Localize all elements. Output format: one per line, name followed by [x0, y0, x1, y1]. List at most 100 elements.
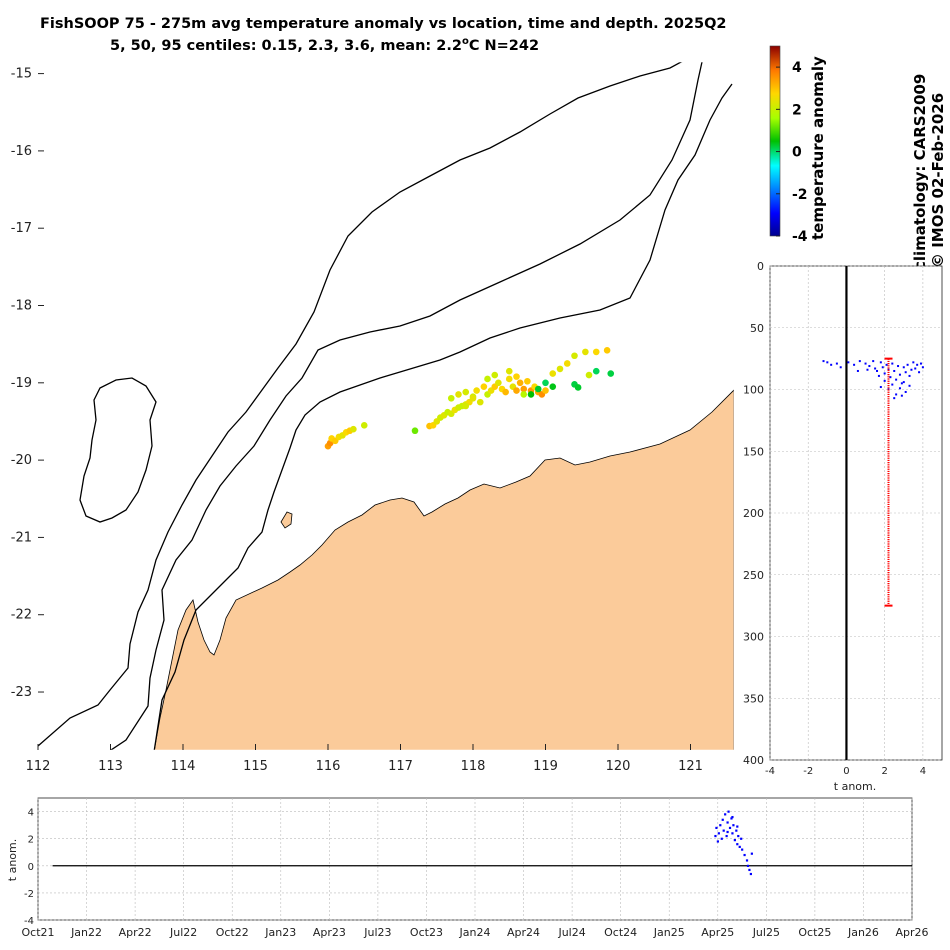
map-xtick-label: 113 — [98, 759, 123, 774]
depth-point — [895, 393, 898, 396]
ts-xtick-label: Jan22 — [70, 926, 102, 939]
title-degree: o — [462, 36, 469, 47]
colorbar-ticks: 4 2 0 -2 -4 — [776, 60, 808, 245]
depth-point — [910, 368, 913, 371]
ts-xtick-label: Oct22 — [216, 926, 249, 939]
ts-xtick-label: Jul22 — [169, 926, 197, 939]
map-point — [484, 375, 491, 383]
map-x-ticks: 112 113 114 115 116 117 118 119 120 121 — [26, 744, 703, 774]
chart-title-line2: 5, 50, 95 centiles: 0.15, 2.3, 3.6, mean… — [110, 36, 539, 54]
ts-point — [731, 832, 734, 835]
map-point — [455, 391, 462, 398]
map-point — [556, 365, 564, 373]
title-suffix: C N=242 — [469, 38, 539, 54]
depth-ytick-label: 350 — [743, 692, 764, 705]
ts-xtick-label: Apr23 — [313, 926, 346, 939]
map-point — [473, 387, 480, 394]
time-series-axes: Oct21 Jan22 Apr22 Jul22 Oct22 Jan23 Apr23 Jul23… — [6, 797, 929, 939]
depth-point — [872, 360, 875, 363]
map-ytick-label: -19 — [11, 376, 32, 391]
depth-ytick-label: 150 — [743, 445, 764, 458]
depth-ytick-label: 0 — [757, 260, 764, 273]
map-ytick-label: -17 — [11, 221, 32, 236]
ts-xtick-label: Jan24 — [459, 926, 491, 939]
ts-point — [743, 853, 746, 857]
depth-ytick-label: 400 — [743, 754, 764, 767]
map-point — [411, 427, 419, 435]
depth-point — [904, 371, 907, 374]
depth-point — [868, 365, 871, 368]
map-point — [469, 394, 477, 402]
ts-point — [724, 813, 727, 816]
depth-point — [877, 374, 880, 377]
depth-point — [847, 361, 850, 364]
ts-point — [749, 872, 752, 876]
map-point — [491, 371, 499, 379]
depth-point — [858, 360, 861, 363]
ts-point — [722, 829, 725, 832]
map-point — [563, 360, 571, 367]
ts-point — [735, 829, 738, 832]
ts-point — [745, 859, 749, 862]
ts-xtick-label: Oct25 — [798, 926, 831, 939]
depth-point — [866, 368, 869, 371]
map-point — [592, 367, 600, 375]
ts-xtick-label: Jul25 — [752, 926, 780, 939]
ts-marks — [52, 810, 912, 876]
ts-point — [721, 818, 724, 821]
ts-xtick-label: Oct24 — [604, 926, 637, 939]
depth-point — [889, 376, 892, 379]
map-point — [360, 422, 368, 429]
depth-point — [902, 381, 905, 384]
ts-point — [733, 839, 736, 842]
map-point — [542, 379, 549, 387]
ts-xtick-label: Jul24 — [557, 926, 585, 939]
map-point — [513, 373, 520, 380]
depth-point — [919, 362, 922, 365]
map-point — [527, 391, 535, 398]
depth-point — [898, 373, 901, 376]
map-xtick-label: 115 — [243, 759, 268, 774]
ts-point — [750, 852, 753, 855]
depth-xtick-label: 2 — [881, 766, 887, 777]
ts-point — [726, 830, 729, 834]
ts-xtick-label: Jan23 — [264, 926, 296, 939]
ts-ylabel: t anom. — [6, 839, 19, 881]
depth-point — [826, 361, 829, 364]
map-point — [505, 367, 513, 375]
ts-xtick-label: Apr26 — [895, 926, 928, 939]
map-point — [534, 385, 542, 393]
map-point — [476, 398, 484, 406]
ts-xtick-label: Oct23 — [410, 926, 443, 939]
map-point — [350, 425, 357, 433]
depth-point — [902, 366, 905, 369]
ts-ytick-label: 4 — [28, 808, 34, 819]
map-point — [520, 391, 528, 398]
map-ytick-label: -20 — [11, 453, 32, 468]
depth-point — [864, 362, 867, 365]
map-point — [480, 383, 488, 390]
map-xtick-label: 112 — [26, 759, 51, 774]
ts-ytick-label: 0 — [28, 862, 34, 873]
depth-point — [883, 379, 886, 382]
depth-ytick-label: 50 — [750, 322, 764, 335]
colorbar-tick-label: 0 — [792, 145, 802, 161]
depth-ytick-label: 300 — [743, 631, 764, 644]
ts-point — [726, 821, 729, 824]
map-point — [549, 383, 557, 390]
map-point — [495, 379, 502, 387]
depth-ytick-label: 250 — [743, 569, 764, 582]
map-axes: 112 113 114 115 116 117 118 119 120 121 -15 -16 -17… — [11, 61, 735, 774]
colorbar-gradient — [769, 45, 781, 237]
map-frame — [37, 61, 735, 751]
depth-ticks: -4 -2 0 2 4 0 50 100 150 200 250 300 350 400 — [743, 260, 926, 777]
depth-marks — [822, 266, 924, 760]
depth-point — [856, 369, 859, 372]
shelf-contour — [153, 83, 733, 750]
colorbar-tick-label: -2 — [792, 187, 808, 203]
ts-point — [740, 837, 743, 840]
colorbar: 4 2 0 -2 -4 temperature anomaly — [769, 45, 827, 245]
map-point — [516, 379, 524, 387]
depth-profile-axes: -4 -2 0 2 4 0 50 100 150 200 250 300 350 400 t anom. — [743, 260, 943, 793]
